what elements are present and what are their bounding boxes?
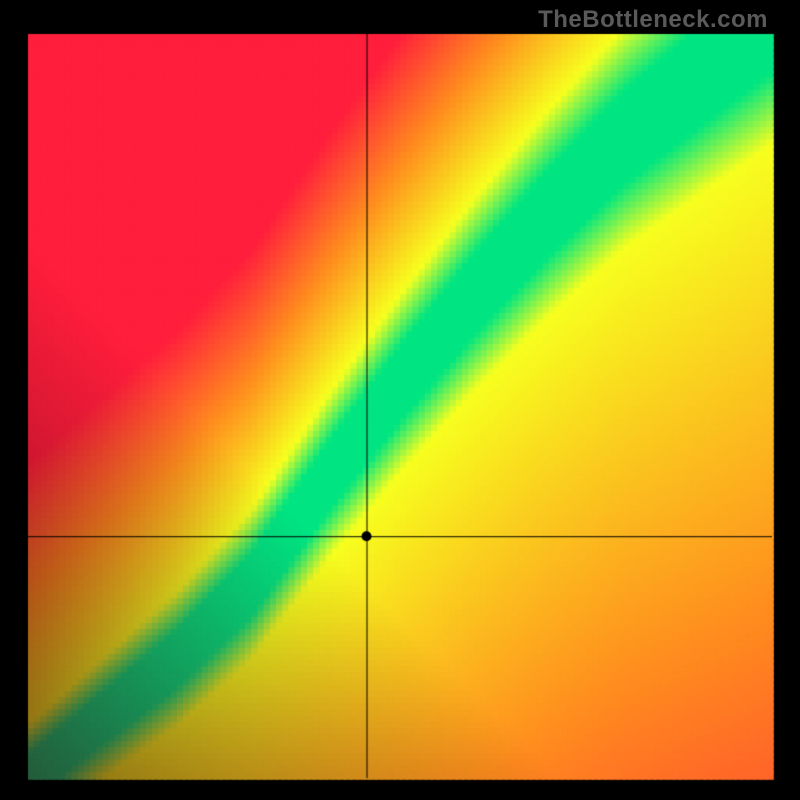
watermark-text: TheBottleneck.com: [538, 6, 768, 34]
chart-frame: TheBottleneck.com: [0, 0, 800, 800]
bottleneck-heatmap-canvas: [0, 0, 800, 800]
